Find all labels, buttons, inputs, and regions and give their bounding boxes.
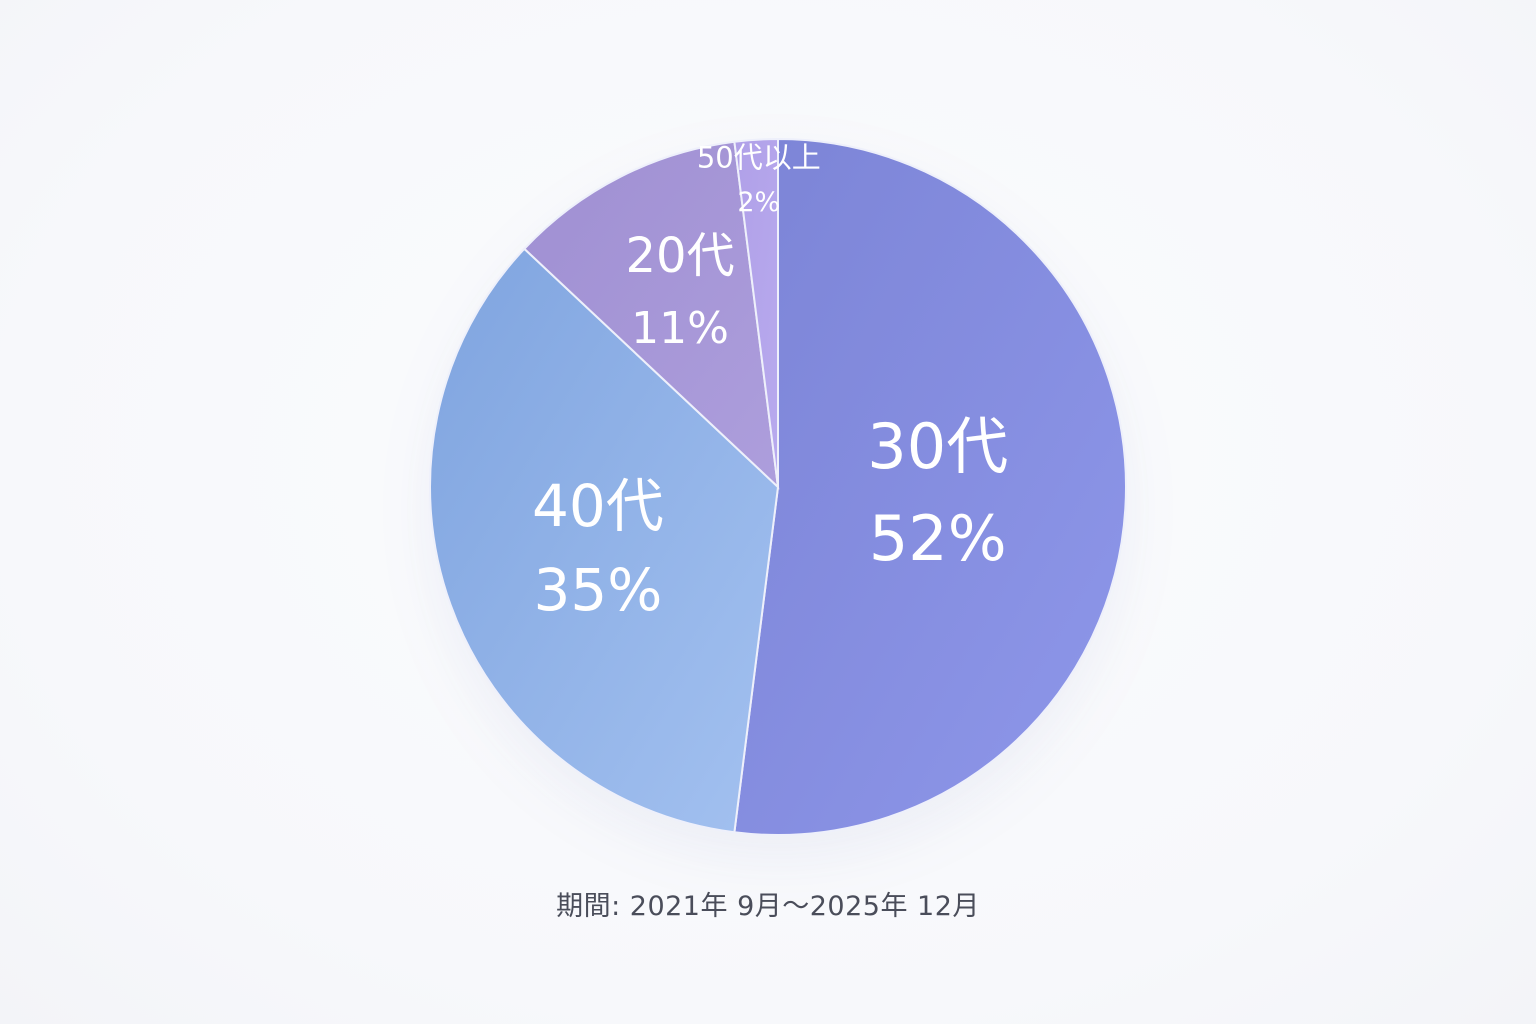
slice-label-value-4: 2% xyxy=(737,187,780,218)
pie-slice-2 xyxy=(429,247,780,834)
slice-label-name-3: 20代 xyxy=(626,228,735,284)
pie-slice-1 xyxy=(733,137,1127,836)
slice-label-name-1: 30代 xyxy=(867,410,1008,483)
period-caption: 期間: 2021年 9月〜2025年 12月 xyxy=(556,891,980,922)
pie-slice-4 xyxy=(733,137,779,488)
slice-label-name-4: 50代以上 xyxy=(697,140,821,174)
slice-label-value-1: 52% xyxy=(869,502,1007,575)
slice-label-name-2: 40代 xyxy=(532,472,664,540)
pie-slice-3 xyxy=(522,140,780,490)
slice-label-value-3: 11% xyxy=(631,303,729,354)
slice-label-value-2: 35% xyxy=(533,556,662,624)
